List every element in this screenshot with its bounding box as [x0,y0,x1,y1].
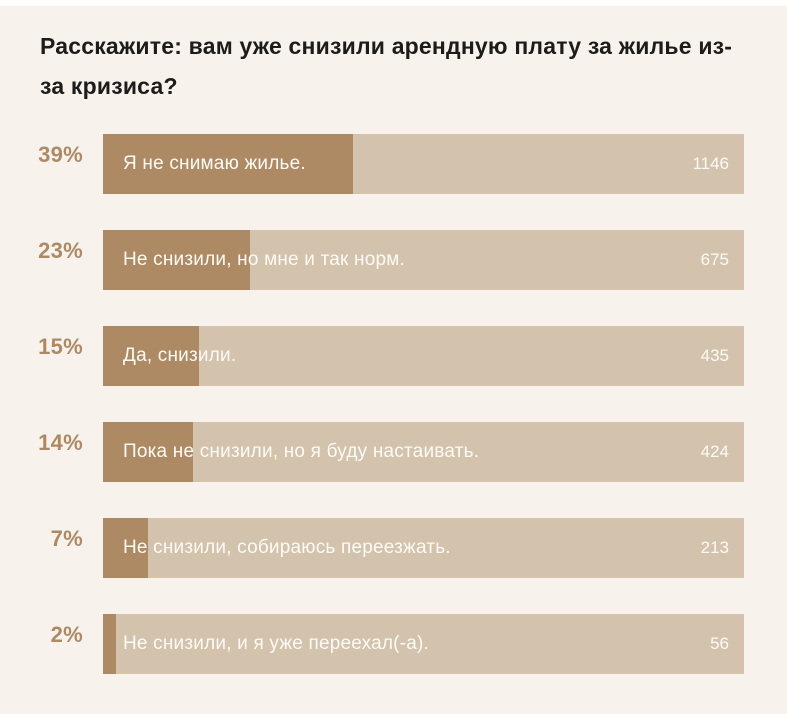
vote-count: 56 [710,634,729,653]
poll-question: Расскажите: вам уже снизили арендную пла… [40,33,733,99]
poll-option-row: 23% Не снизили, но мне и так норм. 675 [0,230,787,290]
bar-track: Пока не снизили, но я буду настаивать. 4… [103,422,744,482]
option-label: Пока не снизили, но я буду настаивать. [123,441,480,462]
poll-option-row: 7% Не снизили, собираюсь переезжать. 213 [0,518,787,578]
option-label: Я не снимаю жилье. [123,153,306,174]
percent-label: 7% [50,526,83,551]
poll-option-row: 39% Я не снимаю жилье. 1146 [0,134,787,194]
bar-fill [103,614,116,674]
top-edge-divider [0,0,787,6]
poll-option-row: 15% Да, снизили. 435 [0,326,787,386]
poll-bar-chart: 39% Я не снимаю жилье. 1146 23% Не снизи… [0,134,787,710]
bar-fill [103,326,200,386]
bar-fill [103,518,148,578]
poll-option-row: 14% Пока не снизили, но я буду настаиват… [0,422,787,482]
option-label: Да, снизили. [123,345,237,366]
vote-count: 213 [700,538,729,557]
bar-fill [103,422,193,482]
vote-count: 435 [700,346,729,365]
bar-track: Да, снизили. 435 [103,326,744,386]
option-label: Не снизили, но мне и так норм. [123,249,406,270]
percent-label: 39% [38,142,83,167]
poll-option-row: 2% Не снизили, и я уже переехал(-а). 56 [0,614,787,674]
percent-label: 2% [50,622,83,647]
percent-label: 14% [38,430,83,455]
bar-track: Не снизили, но мне и так норм. 675 [103,230,744,290]
bar-fill [103,134,353,194]
option-label: Не снизили, и я уже переехал(-а). [123,633,429,654]
percent-label: 15% [38,334,83,359]
vote-count: 424 [700,442,729,461]
bar-track: Не снизили, и я уже переехал(-а). 56 [103,614,744,674]
vote-count: 1146 [692,154,729,173]
vote-count: 675 [700,250,729,269]
bar-fill [103,230,251,290]
option-label: Не снизили, собираюсь переезжать. [123,537,451,558]
bar-track: Я не снимаю жилье. 1146 [103,134,744,194]
percent-label: 23% [38,238,83,263]
bar-track: Не снизили, собираюсь переезжать. 213 [103,518,744,578]
